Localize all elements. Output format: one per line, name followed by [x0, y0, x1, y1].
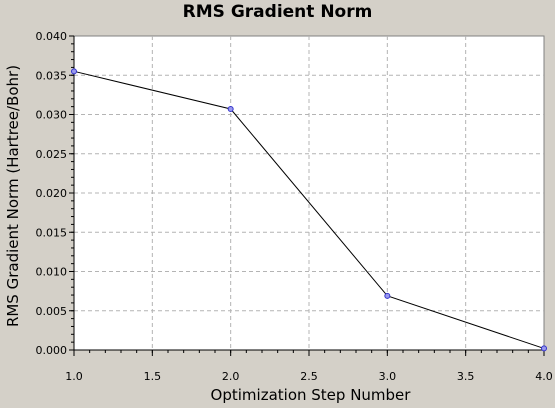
x-tick-label: 1.5	[144, 370, 162, 383]
y-tick-label: 0.010	[36, 266, 68, 279]
y-tick-label: 0.040	[36, 30, 68, 43]
series-line	[73, 70, 545, 349]
series-layer	[71, 68, 547, 352]
x-tick-label: 1.0	[65, 370, 83, 383]
x-axis-label: Optimization Step Number	[210, 386, 411, 404]
x-tick-label: 2.0	[222, 370, 240, 383]
axes: 1.0 1.5 2.0 2.5 3.0 3.5 4.0 0.000 0.005 0.010 0.01…	[36, 30, 553, 383]
data-point	[384, 292, 391, 299]
y-tick-label: 0.025	[36, 148, 68, 161]
y-tick-label: 0.030	[36, 109, 68, 122]
x-tick-label: 3.0	[379, 370, 397, 383]
y-tick-label: 0.000	[36, 344, 68, 357]
data-point	[227, 106, 234, 113]
data-point	[71, 68, 77, 75]
chart-title: RMS Gradient Norm	[182, 2, 373, 22]
x-tick-label: 2.5	[300, 370, 318, 383]
x-tick-label: 3.5	[457, 370, 475, 383]
y-tick-label: 0.005	[36, 305, 68, 318]
data-point	[541, 345, 547, 352]
y-tick-label: 0.015	[36, 226, 68, 239]
y-tick-label: 0.035	[36, 69, 68, 82]
y-axis-label: RMS Gradient Norm (Hartree/Bohr)	[4, 64, 22, 328]
y-tick-label: 0.020	[36, 187, 68, 200]
grid-lines	[74, 36, 544, 350]
x-tick-label: 4.0	[535, 370, 553, 383]
